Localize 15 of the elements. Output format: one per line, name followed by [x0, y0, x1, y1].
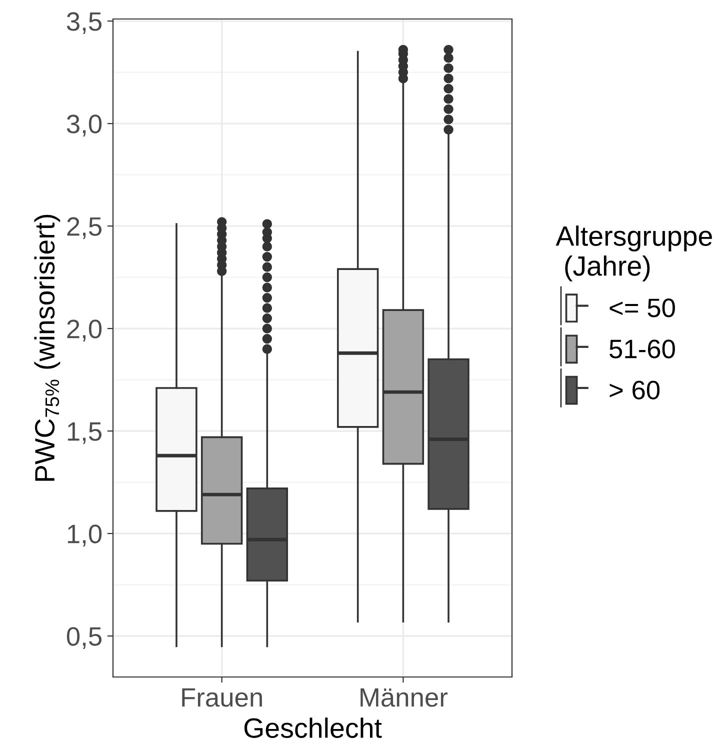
- y-tick-label: 1,0: [68, 524, 102, 546]
- legend-label: > 60: [610, 380, 660, 400]
- y-tick-label: 3,0: [66, 114, 102, 136]
- legend-title: Altersgruppe (Jahre): [556, 226, 712, 282]
- legend-label: <= 50: [610, 298, 675, 318]
- y-tick-label: 3,5: [66, 12, 102, 34]
- y-tick-label: 2,0: [67, 320, 102, 342]
- x-tick-label: Männer: [360, 688, 448, 707]
- y-tick-label: 0,5: [66, 627, 102, 649]
- x-axis-title: Geschlecht: [244, 718, 382, 738]
- legend-label: 51-60: [610, 340, 675, 358]
- y-axis-title: PWC$_{75%}$ (winsorisiert): [34, 214, 60, 481]
- y-tick-label: 2,5: [67, 217, 102, 239]
- x-tick-label: Frauen: [182, 688, 262, 707]
- y-tick-label: 1,5: [68, 422, 102, 444]
